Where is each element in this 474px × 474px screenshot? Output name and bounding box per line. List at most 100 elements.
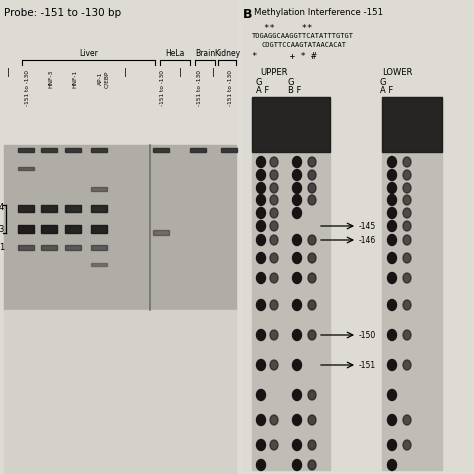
Ellipse shape (256, 253, 265, 264)
Ellipse shape (388, 359, 396, 371)
Ellipse shape (388, 329, 396, 340)
Bar (382, 97, 442, 152)
Ellipse shape (308, 253, 316, 263)
Ellipse shape (388, 235, 396, 246)
Ellipse shape (403, 253, 411, 263)
Bar (18, 167, 34, 170)
Ellipse shape (270, 360, 278, 370)
Text: G: G (256, 78, 263, 87)
Ellipse shape (308, 195, 316, 205)
Ellipse shape (308, 330, 316, 340)
Ellipse shape (256, 273, 265, 283)
Ellipse shape (256, 414, 265, 426)
Ellipse shape (292, 329, 301, 340)
Bar (221, 148, 237, 152)
Text: B F: B F (288, 86, 301, 95)
Text: *      + * #: * + * # (252, 52, 317, 61)
Ellipse shape (388, 439, 396, 450)
Ellipse shape (270, 330, 278, 340)
Bar (242, 0, 474, 474)
Ellipse shape (388, 414, 396, 426)
Ellipse shape (256, 156, 265, 167)
Ellipse shape (270, 253, 278, 263)
Ellipse shape (292, 414, 301, 426)
Text: G: G (288, 78, 294, 87)
Ellipse shape (270, 273, 278, 283)
Ellipse shape (292, 439, 301, 450)
Ellipse shape (308, 235, 316, 245)
Ellipse shape (292, 390, 301, 401)
Bar (18, 225, 34, 233)
Ellipse shape (292, 208, 301, 219)
Text: **     **: ** ** (264, 24, 312, 33)
Text: -150: -150 (359, 330, 376, 339)
Text: G: G (380, 78, 386, 87)
Ellipse shape (388, 253, 396, 264)
Ellipse shape (270, 221, 278, 231)
Bar (41, 245, 57, 250)
Text: -151 to -130: -151 to -130 (228, 70, 233, 106)
Bar (18, 245, 34, 250)
Ellipse shape (388, 194, 396, 206)
Bar (65, 245, 81, 250)
Bar (0, 0, 237, 474)
Ellipse shape (388, 156, 396, 167)
Ellipse shape (403, 273, 411, 283)
Ellipse shape (256, 220, 265, 231)
Ellipse shape (292, 273, 301, 283)
Ellipse shape (292, 253, 301, 264)
Ellipse shape (388, 208, 396, 219)
Text: |: | (124, 68, 127, 77)
Text: -151 to -130: -151 to -130 (197, 70, 202, 106)
Bar (41, 148, 57, 152)
Text: Probe: -151 to -130 bp: Probe: -151 to -130 bp (4, 8, 121, 18)
Ellipse shape (270, 440, 278, 450)
Ellipse shape (403, 170, 411, 180)
Text: Kidney: Kidney (214, 49, 240, 58)
Ellipse shape (388, 170, 396, 181)
Ellipse shape (388, 273, 396, 283)
Ellipse shape (292, 300, 301, 310)
Ellipse shape (270, 170, 278, 180)
Text: -146: -146 (359, 236, 376, 245)
Ellipse shape (308, 460, 316, 470)
Ellipse shape (308, 390, 316, 400)
Ellipse shape (308, 440, 316, 450)
Ellipse shape (270, 300, 278, 310)
Text: -151: -151 (359, 361, 376, 370)
Ellipse shape (403, 440, 411, 450)
Ellipse shape (403, 330, 411, 340)
Text: -151 to -130: -151 to -130 (25, 70, 30, 106)
Bar (91, 187, 107, 191)
Bar (65, 225, 81, 233)
Text: UPPER: UPPER (260, 68, 288, 77)
Ellipse shape (256, 182, 265, 193)
Ellipse shape (403, 415, 411, 425)
Ellipse shape (403, 183, 411, 193)
Bar (252, 97, 330, 152)
Bar (41, 205, 57, 212)
Text: A F: A F (380, 86, 393, 95)
Text: -151 to -130: -151 to -130 (160, 70, 165, 106)
Ellipse shape (308, 170, 316, 180)
Ellipse shape (270, 208, 278, 218)
Text: -145: -145 (359, 221, 376, 230)
Ellipse shape (388, 459, 396, 471)
Ellipse shape (308, 157, 316, 167)
Text: Liver: Liver (79, 49, 98, 58)
Text: 3: 3 (0, 225, 4, 234)
Bar (65, 148, 81, 152)
Ellipse shape (292, 235, 301, 246)
Text: |: | (179, 68, 182, 77)
Ellipse shape (388, 220, 396, 231)
Bar (4, 310, 236, 474)
Ellipse shape (256, 439, 265, 450)
Bar (18, 148, 34, 152)
Ellipse shape (403, 235, 411, 245)
Text: A F: A F (256, 86, 269, 95)
Ellipse shape (256, 235, 265, 246)
Text: COGTTCCAAGTATAACACAT: COGTTCCAAGTATAACACAT (262, 42, 347, 48)
Ellipse shape (403, 195, 411, 205)
Ellipse shape (308, 415, 316, 425)
Bar (252, 97, 330, 470)
